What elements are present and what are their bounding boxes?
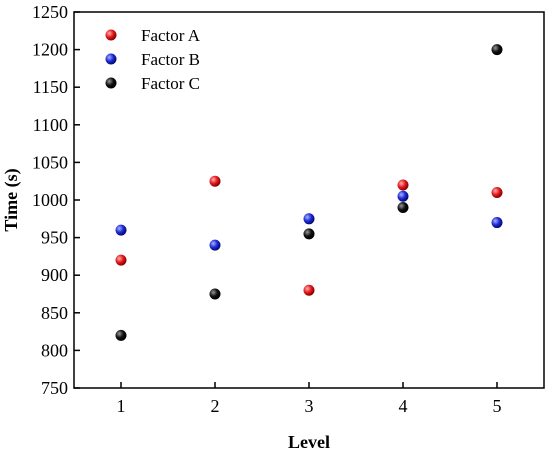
y-tick-label: 1100 (33, 115, 68, 135)
y-tick-label: 850 (41, 303, 68, 323)
data-points (115, 44, 503, 341)
legend-label: Factor C (141, 74, 200, 93)
y-axis-title: Time (s) (1, 168, 22, 231)
x-axis: 1 2 3 4 5 (117, 382, 502, 416)
data-point (115, 254, 127, 266)
x-tick-label: 1 (117, 396, 126, 416)
legend-item: Factor A (105, 26, 201, 45)
y-tick-label: 1000 (32, 190, 68, 210)
y-tick-label: 800 (41, 340, 68, 360)
data-point (209, 288, 221, 300)
legend-marker (105, 29, 117, 41)
series-1 (115, 175, 503, 296)
data-point (115, 224, 127, 236)
data-point (115, 329, 127, 341)
data-point (209, 239, 221, 251)
y-tick-label: 1200 (32, 40, 68, 60)
y-tick-label: 750 (41, 378, 68, 398)
legend-item: Factor B (105, 50, 200, 69)
y-tick-label: 1050 (32, 152, 68, 172)
legend-label: Factor B (141, 50, 200, 69)
legend-marker (105, 77, 117, 89)
data-point (491, 44, 503, 56)
data-point (303, 228, 315, 240)
y-tick-label: 950 (41, 228, 68, 248)
x-axis-title: Level (288, 432, 330, 452)
data-point (491, 217, 503, 229)
data-point (397, 202, 409, 214)
y-tick-label: 1150 (33, 77, 68, 97)
series-2 (115, 190, 503, 251)
data-point (209, 175, 221, 187)
data-point (303, 284, 315, 296)
x-tick-label: 2 (211, 396, 220, 416)
legend-marker (105, 53, 117, 65)
y-tick-label: 1250 (32, 2, 68, 22)
x-tick-label: 3 (305, 396, 314, 416)
legend: Factor A Factor B Factor C (105, 26, 201, 93)
x-tick-label: 4 (399, 396, 408, 416)
y-axis: 750 800 850 900 950 1000 1050 1100 1150 1200 1250 (32, 2, 80, 398)
legend-item: Factor C (105, 74, 200, 93)
data-point (397, 179, 409, 191)
y-tick-label: 900 (41, 265, 68, 285)
series-3 (115, 44, 503, 341)
legend-label: Factor A (141, 26, 201, 45)
data-point (397, 190, 409, 202)
data-point (491, 186, 503, 198)
x-tick-label: 5 (493, 396, 502, 416)
data-point (303, 213, 315, 225)
